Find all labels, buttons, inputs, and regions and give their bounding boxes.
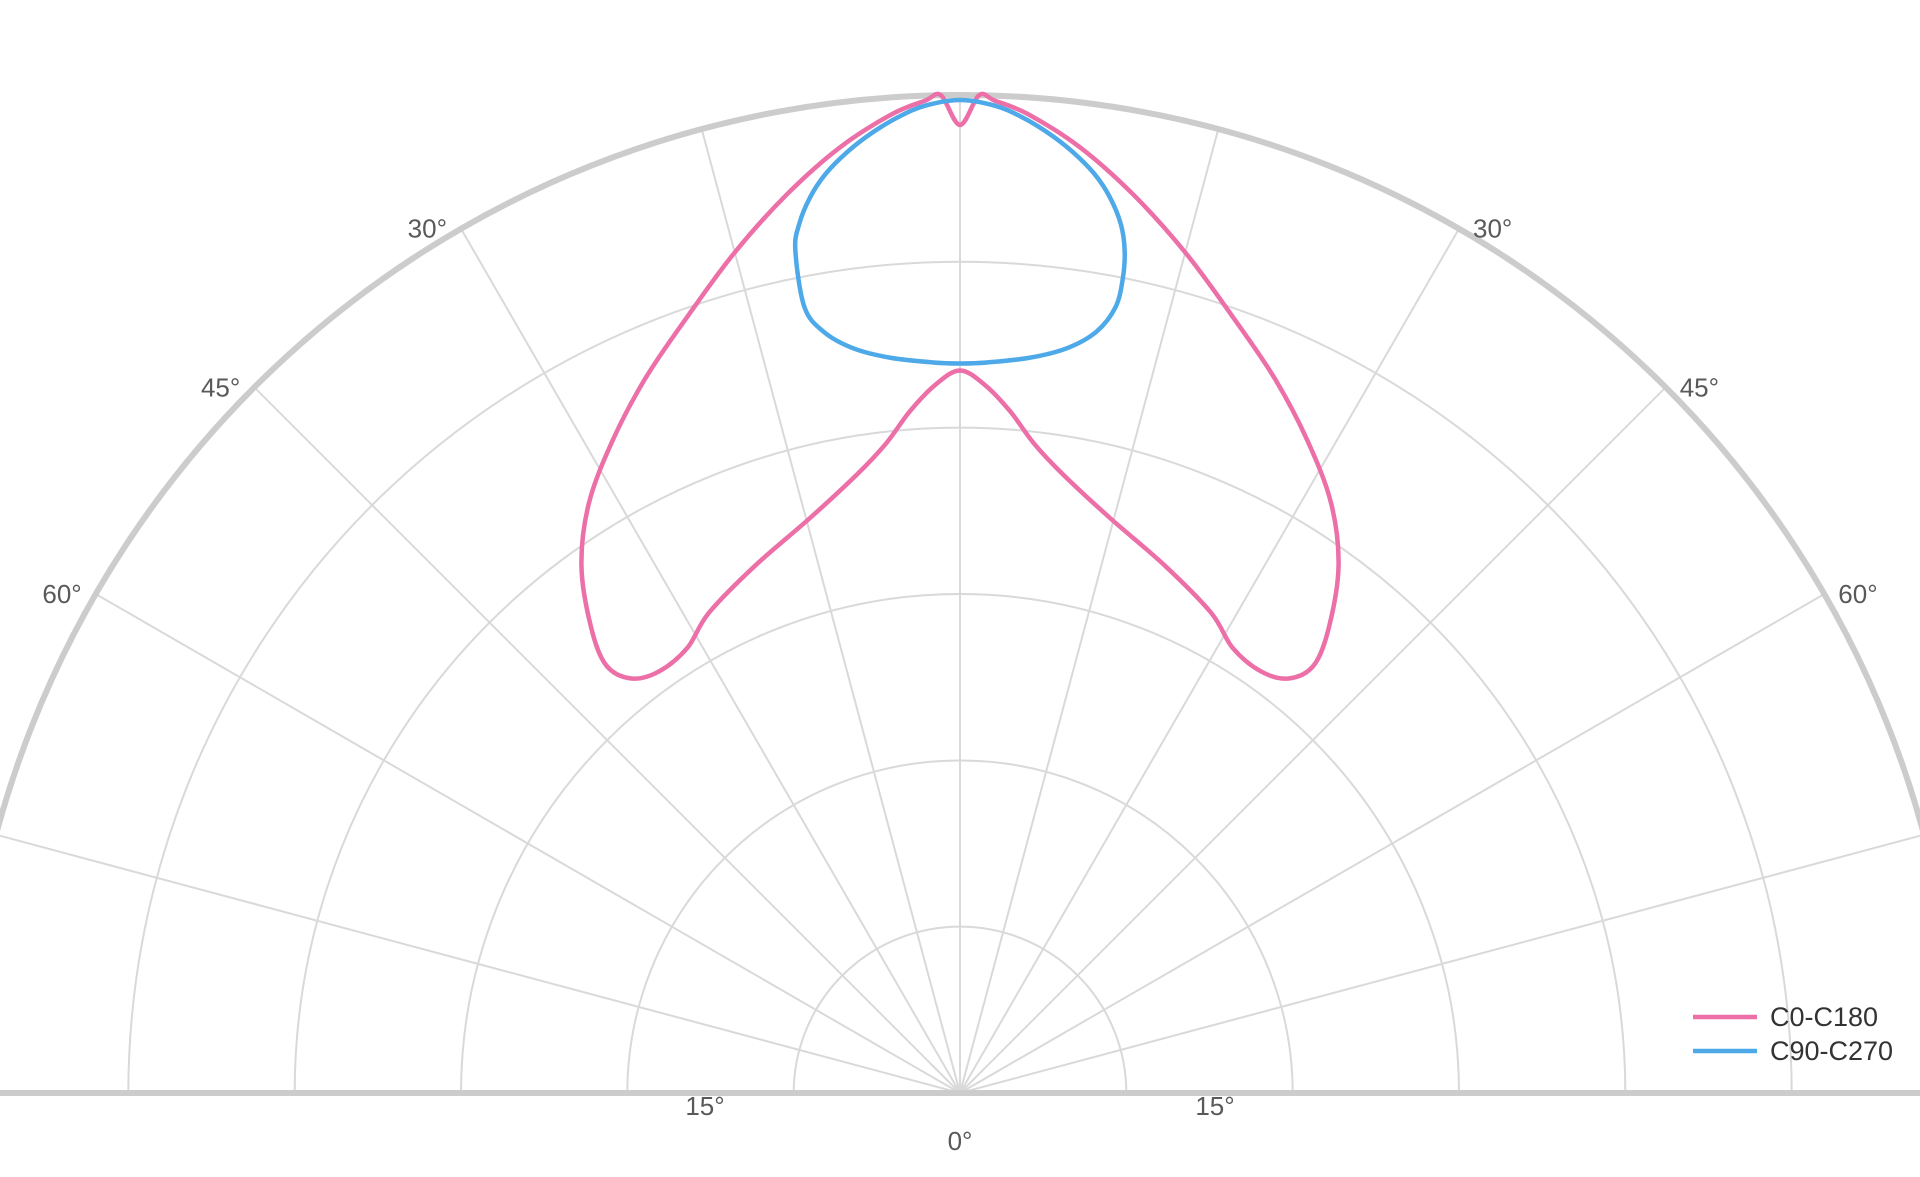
svg-text:0°: 0° — [948, 1126, 973, 1156]
svg-text:30°: 30° — [408, 214, 447, 244]
svg-text:15°: 15° — [685, 1091, 724, 1121]
svg-text:30°: 30° — [1473, 214, 1512, 244]
svg-text:C0-C180: C0-C180 — [1770, 1002, 1878, 1032]
svg-text:60°: 60° — [42, 579, 81, 609]
svg-text:45°: 45° — [201, 372, 240, 402]
svg-text:45°: 45° — [1680, 372, 1719, 402]
svg-text:15°: 15° — [1195, 1091, 1234, 1121]
svg-text:C90-C270: C90-C270 — [1770, 1036, 1893, 1066]
svg-text:60°: 60° — [1838, 579, 1877, 609]
